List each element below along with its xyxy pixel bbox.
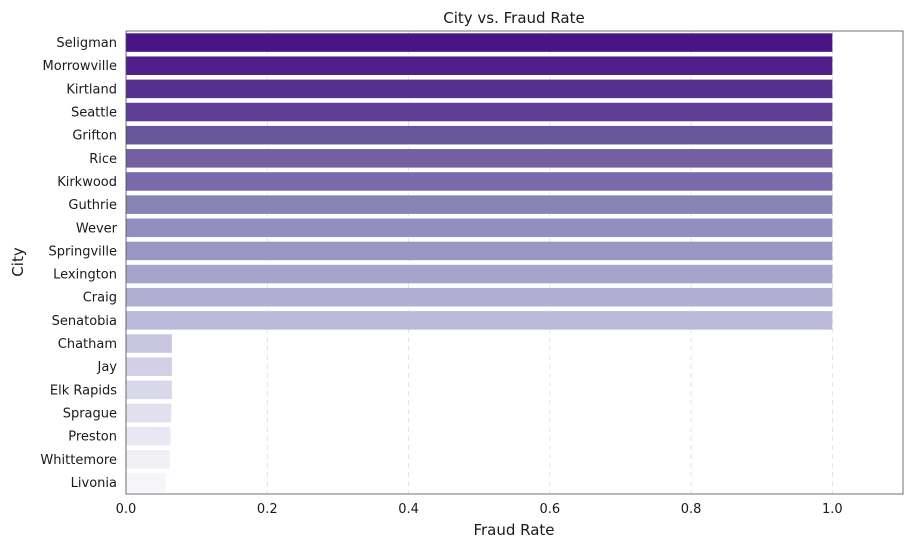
y-tick-label: Preston (68, 430, 117, 445)
y-tick-label: Elk Rapids (50, 383, 117, 398)
grid-lines (125, 31, 833, 494)
bar (126, 450, 170, 469)
y-tick-label: Rice (89, 152, 117, 167)
bar (126, 195, 833, 214)
y-tick-labels: Seligman Morrowville Kirtland Seattle Grifto… (40, 36, 117, 491)
bar (126, 264, 833, 284)
y-tick-label: Springville (49, 244, 117, 259)
y-tick-label: Wever (76, 221, 118, 236)
bar (126, 172, 833, 191)
bar (126, 287, 833, 307)
bar (126, 241, 833, 261)
x-tick-label: 0.4 (398, 502, 419, 517)
x-tick-labels: 0.0 0.2 0.4 0.6 0.8 1.0 (116, 502, 843, 517)
y-tick-label: Kirtland (66, 82, 117, 97)
x-tick-label: 0.8 (681, 502, 702, 517)
y-tick-label: Whittemore (40, 453, 117, 468)
bar (126, 102, 833, 122)
bar (126, 218, 833, 238)
y-tick-label: Morrowville (43, 59, 117, 74)
x-tick-label: 0.0 (116, 502, 137, 517)
y-tick-label: Craig (83, 291, 117, 306)
bar (126, 56, 833, 75)
y-tick-label: Jay (97, 360, 118, 375)
y-tick-label: Seligman (56, 36, 117, 51)
bar (126, 125, 833, 145)
y-tick-label: Grifton (72, 129, 117, 144)
bar (126, 33, 833, 52)
y-tick-label: Senatobia (52, 314, 117, 329)
y-tick-label: Guthrie (68, 198, 117, 213)
y-tick-label: Seattle (71, 106, 117, 121)
bar (126, 403, 172, 423)
bar (126, 334, 172, 353)
y-tick-label: Sprague (63, 406, 117, 421)
bars-group (126, 33, 833, 492)
bar (126, 79, 833, 99)
bar (126, 149, 833, 168)
bar (126, 426, 171, 446)
y-tick-label: Livonia (71, 476, 117, 491)
y-tick-label: Chatham (58, 337, 117, 352)
x-axis-label: Fraud Rate (473, 521, 554, 539)
y-axis-label: City (9, 247, 27, 277)
bar (126, 473, 166, 492)
x-tick-label: 0.6 (539, 502, 560, 517)
x-tick-label: 1.0 (822, 502, 843, 517)
plot-frame (125, 30, 904, 495)
y-tick-label: Kirkwood (57, 175, 117, 190)
y-tick-label: Lexington (53, 268, 117, 283)
bar (126, 380, 172, 400)
bar (126, 311, 833, 330)
x-tick-label: 0.2 (257, 502, 278, 517)
chart-title: City vs. Fraud Rate (443, 9, 584, 27)
bar (126, 357, 172, 376)
